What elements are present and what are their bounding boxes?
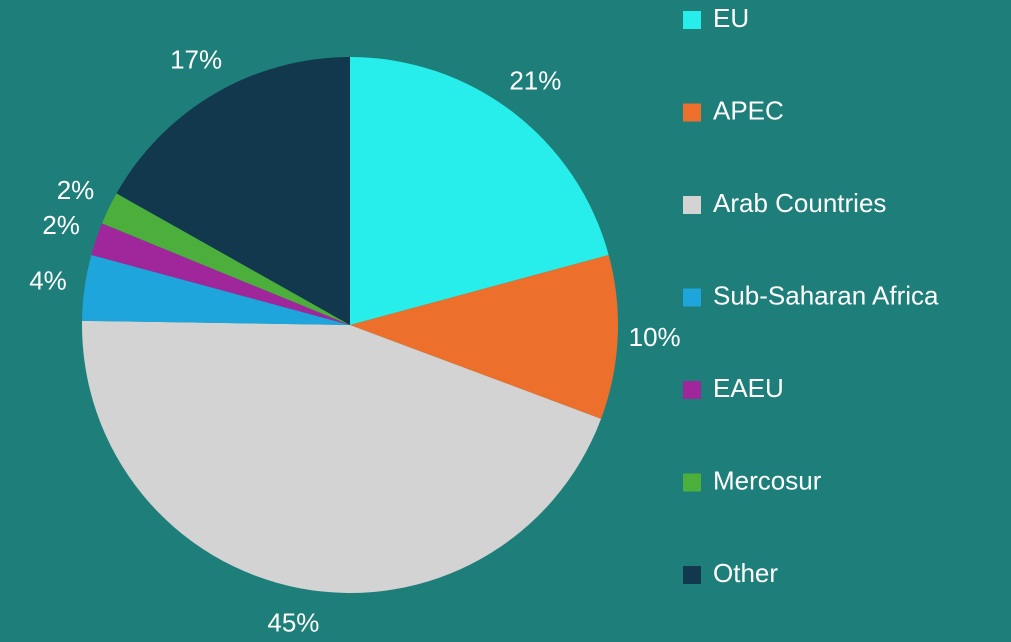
data-label: 2% xyxy=(57,175,95,205)
data-label: 17% xyxy=(170,45,222,75)
data-label: 4% xyxy=(29,265,67,295)
legend-swatch xyxy=(683,381,701,399)
legend-label: Mercosur xyxy=(713,465,822,495)
legend-swatch xyxy=(683,288,701,307)
data-label: 10% xyxy=(629,322,681,352)
pie-slice xyxy=(102,193,351,325)
legend-label: APEC xyxy=(713,95,784,125)
pie-slice xyxy=(82,254,350,325)
pie-slice xyxy=(350,254,618,419)
legend-swatch xyxy=(683,11,701,29)
legend-label: Other xyxy=(713,558,778,588)
pie-slice xyxy=(81,320,602,593)
pie-slice xyxy=(350,57,609,325)
pie-slice xyxy=(91,223,350,325)
legend-label: EU xyxy=(713,3,749,33)
legend-label: EAEU xyxy=(713,373,784,403)
legend-swatch xyxy=(683,473,701,492)
pie-slice xyxy=(116,56,350,325)
legend-label: Arab Countries xyxy=(713,188,886,218)
data-label: 21% xyxy=(509,66,561,96)
legend-swatch xyxy=(683,196,701,214)
legend-swatch xyxy=(683,566,701,584)
legend-label: Sub-Saharan Africa xyxy=(713,280,939,310)
data-label: 45% xyxy=(267,608,319,638)
data-label: 2% xyxy=(42,210,80,240)
legend-swatch xyxy=(683,103,701,122)
